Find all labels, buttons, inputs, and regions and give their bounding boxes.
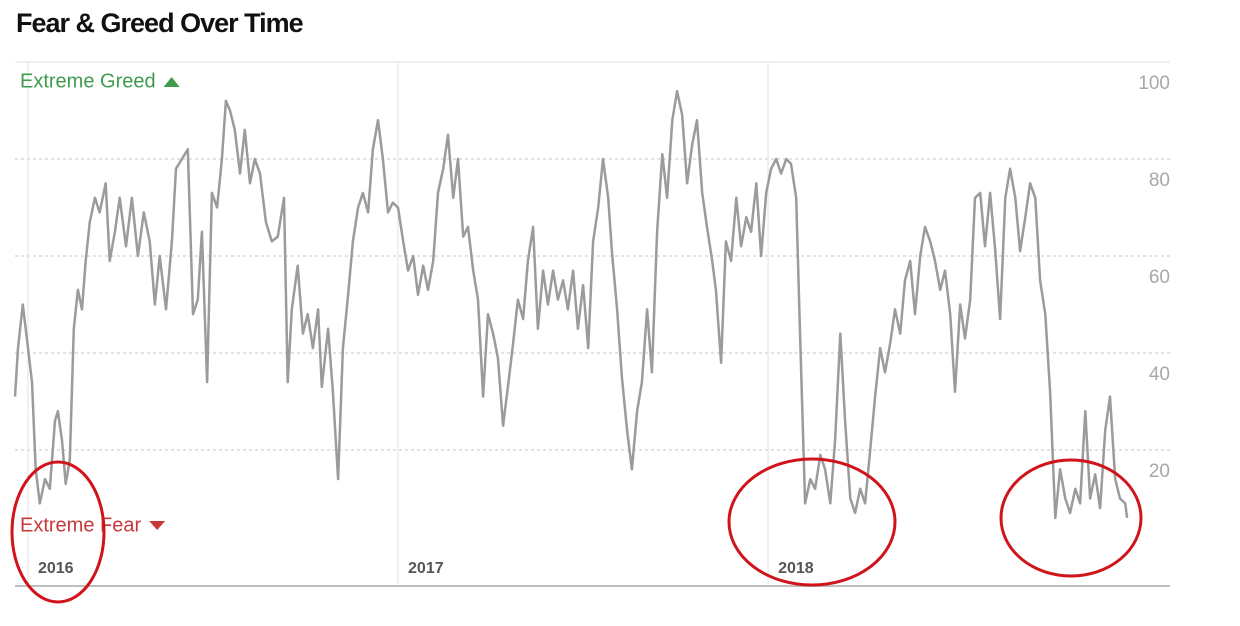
x-tick-label: 2016 [38,560,74,577]
y-tick-label: 20 [1149,461,1170,482]
y-tick-label: 40 [1149,364,1170,385]
highlight-circles [10,457,1143,604]
y-tick-label: 100 [1138,73,1170,94]
highlight-circle [10,460,106,604]
x-tick-label: 2018 [778,560,814,577]
extreme-fear-label: Extreme Fear [20,514,141,536]
highlight-circle [727,457,897,587]
y-tick-label: 60 [1149,267,1170,288]
x-tick-label: 2017 [408,560,444,577]
y-tick-label: 80 [1149,170,1170,191]
extreme-greed-label: Extreme Greed [20,70,156,92]
highlight-circle [999,458,1143,578]
grid: 20 40 60 80 100 2016 2017 2018 [15,61,1170,586]
series-line [13,89,1129,520]
chart-title: Fear & Greed Over Time [16,8,304,38]
greed-arrow [163,77,180,87]
plot-area [13,89,1129,520]
fear-arrow [149,521,166,530]
